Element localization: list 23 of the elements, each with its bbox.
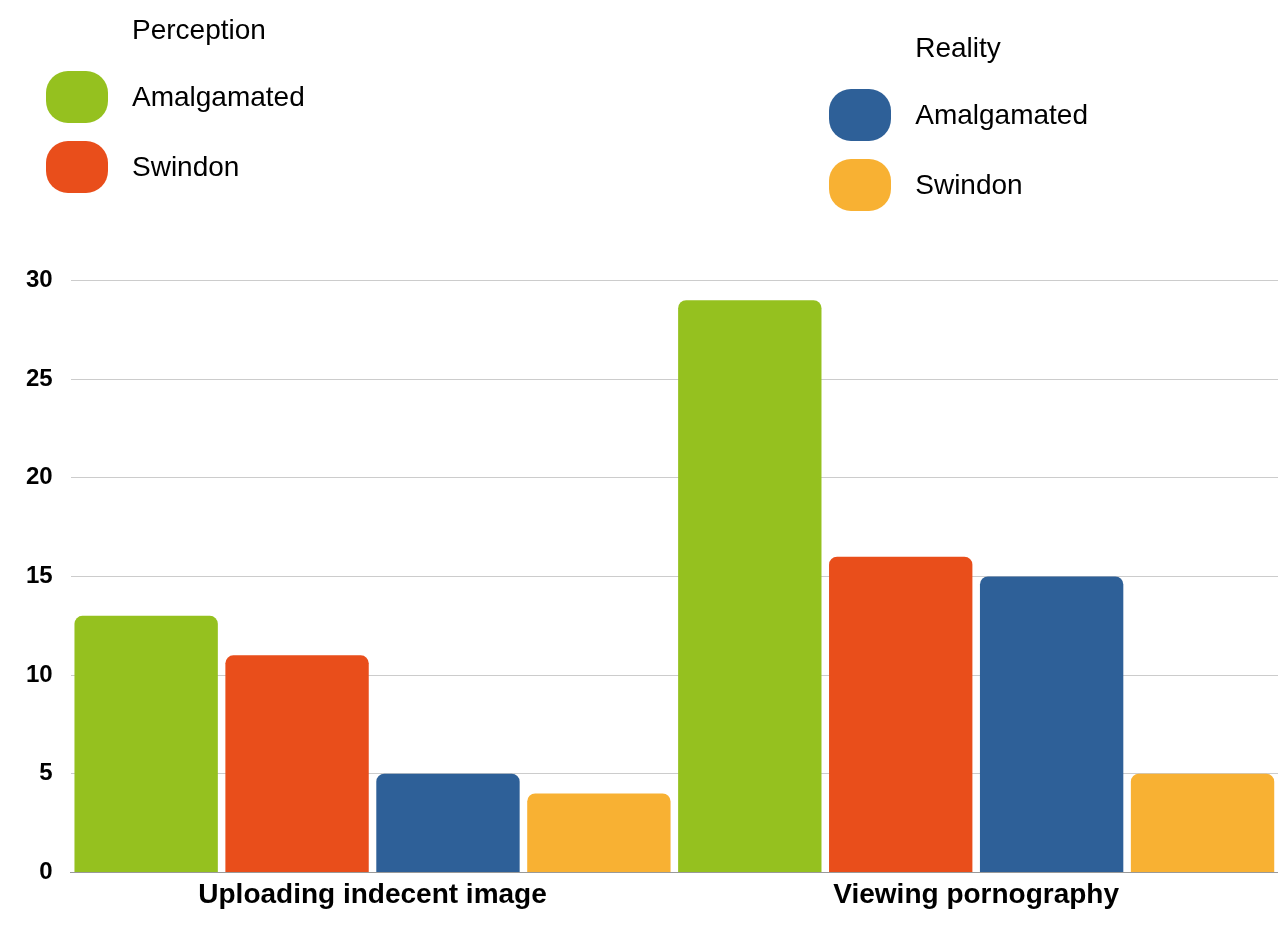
x-tick-label: Uploading indecent image	[198, 877, 547, 909]
y-tick-label: 25	[25, 363, 53, 391]
bar	[678, 300, 822, 872]
legend-label: Amalgamated	[915, 99, 1088, 131]
y-tick-label: 30	[25, 265, 53, 293]
text: Reality	[915, 32, 1002, 64]
legend-label: Swindon	[915, 169, 1023, 201]
y-tick-label: 20	[25, 462, 53, 490]
bar	[376, 773, 520, 872]
text: Perception	[132, 14, 267, 46]
y-tick-label: 10	[25, 659, 53, 687]
y-tick-label: 5	[39, 758, 53, 786]
x-tick-label: Viewing pornography	[833, 877, 1120, 909]
bar	[1130, 773, 1275, 872]
legend-label: Swindon	[132, 151, 240, 183]
bar	[527, 793, 671, 872]
y-tick-label: 15	[25, 561, 53, 589]
bar	[829, 556, 973, 872]
legend-label: Amalgamated	[132, 81, 305, 113]
bar	[979, 576, 1124, 872]
bar	[74, 615, 218, 872]
bar	[225, 655, 369, 872]
y-tick-label: 0	[39, 857, 53, 885]
